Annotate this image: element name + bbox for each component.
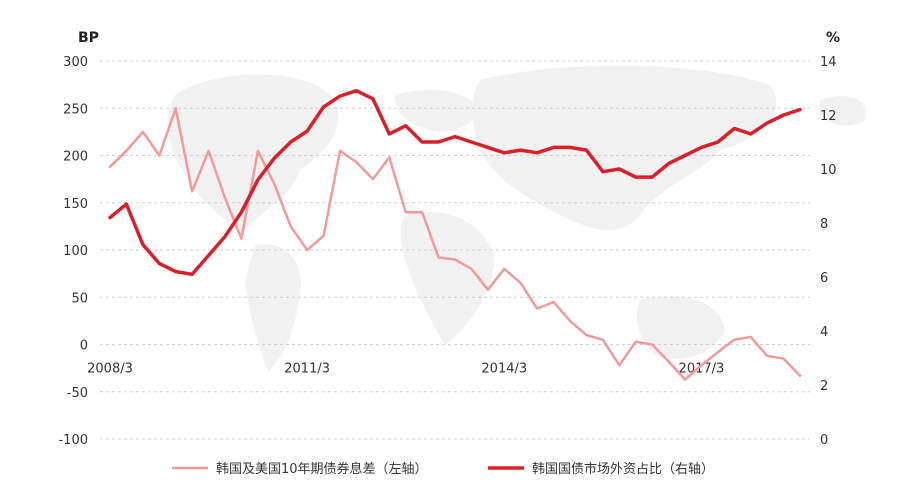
left-axis-unit: BP <box>78 30 99 46</box>
right-axis: 14 12 10 8 6 4 2 0 <box>820 55 837 448</box>
x-tick-label: 2011/3 <box>284 362 330 377</box>
left-tick-label: 0 <box>80 339 88 354</box>
right-tick-label: 8 <box>820 217 828 232</box>
legend-label: 韩国国债市场外资占比（右轴） <box>532 461 714 477</box>
right-tick-label: 4 <box>820 325 828 340</box>
right-tick-label: 12 <box>820 109 837 124</box>
left-tick-label: -100 <box>58 433 88 448</box>
x-tick-label: 2008/3 <box>87 362 133 377</box>
left-axis: 300 250 200 150 100 50 0 -50 -100 <box>58 55 88 448</box>
right-tick-label: 0 <box>820 433 828 448</box>
x-axis: 2008/3 2011/3 2014/3 2017/3 <box>87 362 724 377</box>
left-tick-label: -50 <box>67 386 88 401</box>
world-map-background <box>167 65 866 372</box>
left-tick-label: 150 <box>63 197 88 212</box>
left-tick-label: 200 <box>63 150 88 165</box>
gridlines <box>100 60 810 440</box>
left-tick-label: 250 <box>63 102 88 117</box>
x-tick-label: 2017/3 <box>679 362 725 377</box>
right-tick-label: 14 <box>820 55 837 70</box>
left-tick-label: 50 <box>71 291 88 306</box>
legend: 韩国及美国10年期债券息差（左轴） 韩国国债市场外资占比（右轴） <box>172 461 714 477</box>
series-lines <box>108 88 802 381</box>
spread-series-line <box>108 107 802 381</box>
x-tick-label: 2014/3 <box>481 362 527 377</box>
left-tick-label: 300 <box>63 55 88 70</box>
right-tick-label: 6 <box>820 271 828 286</box>
right-tick-label: 10 <box>820 163 837 178</box>
right-tick-label: 2 <box>820 379 828 394</box>
left-tick-label: 100 <box>63 244 88 259</box>
foreign-share-series-line <box>108 88 802 277</box>
right-axis-unit: % <box>826 30 840 46</box>
legend-label: 韩国及美国10年期债券息差（左轴） <box>216 461 428 477</box>
